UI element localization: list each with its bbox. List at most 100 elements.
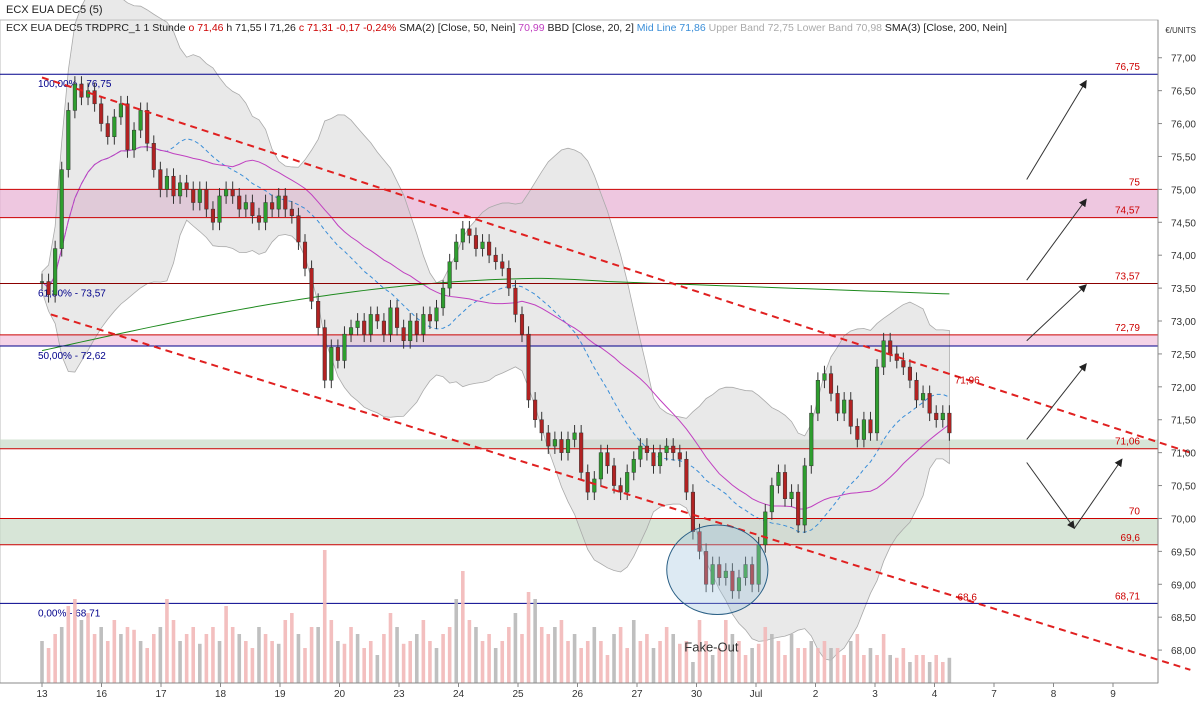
volume-bar — [934, 655, 939, 683]
volume-bar — [677, 643, 682, 683]
volume-bar — [86, 613, 90, 683]
y-tick-label: 70,50 — [1171, 482, 1196, 493]
volume-bar — [829, 648, 833, 683]
candle-up — [421, 314, 426, 335]
x-tick-label: 4 — [932, 689, 938, 700]
level-label: 71,06 — [1115, 437, 1140, 448]
level-label: 69,6 — [1121, 533, 1141, 544]
candle-up — [625, 472, 630, 493]
candle-down — [618, 485, 623, 493]
volume-bar — [862, 655, 866, 683]
volume-bar — [717, 648, 722, 683]
candle-up — [342, 333, 347, 361]
candle-up — [388, 307, 393, 335]
candle-down — [105, 123, 110, 137]
volume-bar — [145, 648, 149, 683]
candle-up — [480, 241, 485, 249]
candle-up — [763, 511, 768, 546]
level-label: 75 — [1129, 177, 1141, 188]
candle-down — [335, 347, 340, 361]
y-tick-label: 76,50 — [1171, 87, 1196, 98]
candle-up — [842, 399, 847, 414]
candle-down — [204, 189, 209, 210]
volume-bar — [309, 627, 314, 683]
volume-bar — [447, 627, 452, 683]
volume-bar — [941, 662, 945, 683]
candle-down — [46, 281, 51, 295]
volume-bar — [428, 641, 432, 683]
volume-bar — [158, 627, 163, 683]
volume-bar — [901, 648, 906, 683]
info-segment: SMA(3) [Close, 200, Nein] — [885, 22, 1007, 34]
info-segment: 70,99 — [518, 22, 547, 34]
candle-up — [355, 320, 360, 328]
volume-bar — [230, 627, 235, 683]
volume-bar — [493, 648, 498, 683]
volume-bar — [53, 634, 57, 683]
candle-down — [907, 366, 912, 381]
level-label: 68,71 — [1115, 591, 1140, 602]
volume-bar — [579, 648, 583, 683]
candle-down — [796, 491, 801, 526]
candle-down — [171, 175, 176, 197]
candle-down — [888, 340, 893, 355]
volume-bar — [395, 627, 399, 683]
volume-bar — [684, 641, 689, 683]
info-segment: BBD [Close, 20, 2] — [548, 22, 637, 34]
volume-bar — [730, 634, 735, 683]
volume-bar — [224, 606, 228, 683]
x-tick-label: Jul — [750, 689, 763, 700]
y-tick-label: 77,00 — [1171, 54, 1196, 65]
forecast-arrow — [1073, 458, 1123, 529]
candle-down — [296, 215, 301, 243]
candle-up — [329, 347, 334, 381]
info-segment: Lower Band 70,98 — [797, 22, 885, 34]
volume-bar — [789, 634, 794, 683]
candle-down — [855, 426, 860, 440]
candle-up — [138, 110, 143, 131]
volume-bar — [454, 599, 459, 683]
zone-band — [0, 334, 1158, 347]
volume-bar — [244, 641, 248, 683]
volume-bar — [441, 634, 445, 683]
volume-bar — [184, 634, 189, 683]
volume-bar — [112, 620, 117, 683]
candle-down — [717, 564, 722, 578]
volume-bar — [362, 648, 366, 683]
volume-bar — [737, 641, 741, 683]
volume-bar — [822, 641, 827, 683]
volume-bar — [585, 641, 590, 683]
volume-bar — [645, 634, 649, 683]
y-tick-label: 73,00 — [1171, 317, 1196, 328]
volume-bar — [99, 627, 103, 683]
candle-down — [250, 202, 255, 216]
candle-up — [664, 445, 669, 453]
x-tick-label: 8 — [1051, 689, 1057, 700]
candle-up — [243, 202, 248, 210]
x-tick-label: 17 — [155, 689, 167, 700]
candle-up — [736, 577, 742, 592]
candle-down — [684, 458, 689, 493]
candle-down — [901, 360, 906, 368]
level-label: 76,75 — [1115, 62, 1140, 73]
candle-up — [940, 412, 945, 420]
candle-down — [519, 314, 525, 335]
volume-bar — [204, 634, 209, 683]
y-tick-label: 73,50 — [1171, 284, 1196, 295]
volume-bar — [296, 634, 301, 683]
volume-bar — [618, 627, 623, 683]
candle-up — [921, 393, 926, 401]
volume-bar — [500, 641, 505, 683]
candle-down — [579, 432, 584, 473]
y-tick-label: 68,00 — [1171, 646, 1196, 657]
y-tick-label: 75,00 — [1171, 185, 1196, 196]
volume-bar — [704, 641, 708, 683]
candle-up — [710, 564, 715, 585]
trend-line — [41, 76, 1191, 454]
candle-up — [815, 379, 820, 414]
y-tick-label: 69,50 — [1171, 547, 1196, 558]
candle-down — [401, 327, 406, 342]
volume-bar — [171, 620, 176, 683]
volume-bar — [835, 648, 840, 683]
